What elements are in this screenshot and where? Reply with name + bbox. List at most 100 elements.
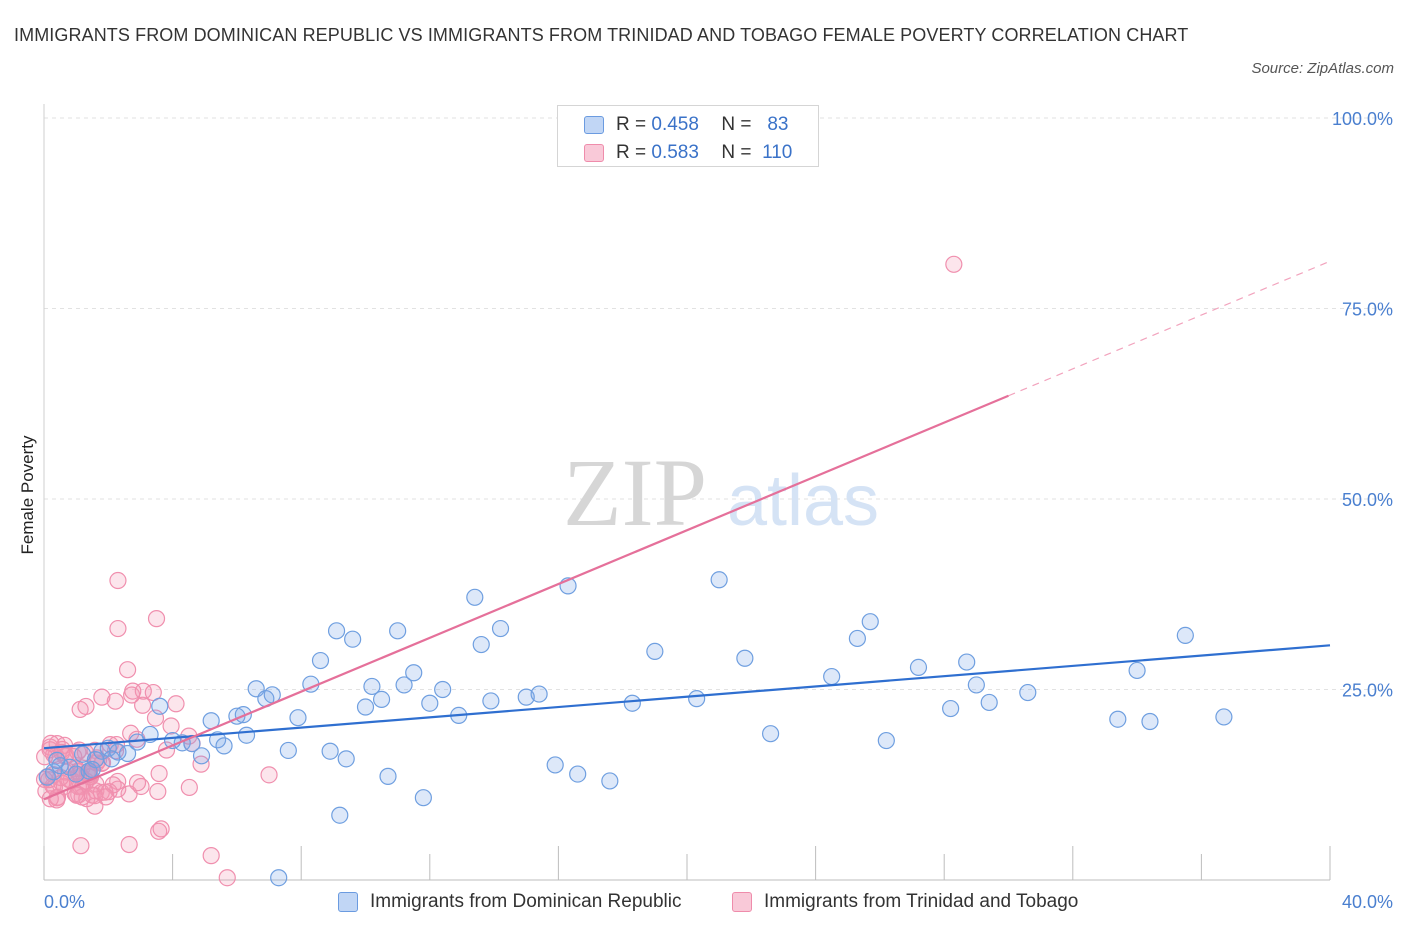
legend-swatch-dominican	[584, 116, 604, 134]
data-point-dominican	[337, 750, 355, 768]
trend-line-trinidad-extension	[1008, 260, 1331, 397]
watermark-atlas: atlas	[727, 461, 879, 541]
data-point-dominican	[83, 760, 101, 779]
data-point-dominican	[209, 731, 227, 749]
data-point-dominican	[67, 765, 85, 783]
bottom-legend-dominican: Immigrants from Dominican Republic	[338, 888, 682, 916]
legend-swatch-trinidad	[584, 144, 604, 162]
data-point-dominican	[909, 658, 928, 677]
data-point-dominican	[1215, 708, 1233, 726]
legend-n-value: 110	[762, 142, 793, 163]
data-point-dominican	[980, 693, 998, 712]
data-point-trinidad	[260, 766, 278, 784]
data-point-dominican	[379, 767, 397, 785]
watermark: ZIP atlas	[563, 439, 879, 546]
data-point-trinidad	[124, 682, 142, 700]
data-point-trinidad	[144, 683, 162, 702]
data-point-dominican	[823, 667, 841, 686]
data-point-dominican	[372, 690, 391, 709]
trend-line-trinidad	[43, 394, 1009, 801]
data-point-dominican	[569, 765, 587, 783]
data-point-trinidad	[202, 847, 220, 865]
data-point-trinidad	[162, 717, 180, 735]
legend-row-trinidad: R = 0.583 N = 110	[584, 140, 792, 166]
data-point-dominican	[736, 649, 754, 667]
data-point-trinidad	[128, 774, 147, 792]
data-point-trinidad	[109, 619, 127, 638]
data-point-trinidad	[120, 835, 138, 854]
data-point-dominican	[73, 745, 92, 763]
data-point-dominican	[530, 685, 548, 703]
data-point-dominican	[688, 690, 706, 708]
data-point-trinidad	[93, 688, 111, 706]
dominican-points	[38, 571, 1233, 887]
data-point-dominican	[646, 642, 664, 661]
data-point-dominican	[331, 806, 349, 824]
data-point-trinidad	[134, 696, 152, 714]
y-tick-label: 75.0%	[1342, 300, 1393, 320]
data-point-trinidad	[152, 820, 170, 838]
data-point-trinidad	[180, 778, 198, 797]
data-point-trinidad	[118, 661, 137, 679]
axes	[43, 104, 1331, 881]
data-point-dominican	[491, 619, 510, 638]
y-tick-label: 100.0%	[1332, 109, 1393, 129]
bottom-legend-label-trinidad: Immigrants from Trinidad and Tobago	[764, 891, 1079, 912]
data-point-dominican	[311, 651, 330, 670]
data-point-dominican	[118, 744, 137, 763]
bottom-legend-trinidad: Immigrants from Trinidad and Tobago	[732, 888, 1078, 916]
data-point-dominican	[623, 694, 641, 712]
data-point-dominican	[215, 737, 233, 755]
data-point-dominican	[434, 680, 452, 699]
legend-n-value: 83	[767, 114, 789, 135]
data-point-dominican	[517, 688, 535, 706]
data-point-dominican	[48, 751, 66, 769]
data-point-dominican	[237, 726, 256, 744]
data-point-trinidad	[150, 764, 168, 783]
data-point-dominican	[967, 676, 985, 694]
data-point-dominican	[1141, 712, 1159, 731]
data-point-dominican	[466, 588, 484, 606]
data-point-dominican	[601, 772, 619, 790]
data-point-trinidad	[945, 255, 963, 273]
bottom-legend-swatch-trinidad	[732, 892, 752, 912]
data-point-dominican	[546, 756, 564, 774]
data-point-dominican	[482, 692, 500, 710]
bottom-legend-label-dominican: Immigrants from Dominican Republic	[370, 891, 682, 912]
legend-row-dominican: R = 0.458 N = 83	[584, 112, 788, 138]
data-point-dominican	[395, 676, 413, 694]
data-point-trinidad	[218, 869, 236, 887]
data-point-dominican	[1019, 683, 1037, 702]
legend-n-label: N =	[721, 114, 752, 135]
data-point-dominican	[761, 725, 780, 743]
data-point-dominican	[192, 747, 211, 765]
data-point-trinidad	[77, 697, 95, 716]
grid-lines	[44, 117, 1392, 690]
data-point-trinidad	[86, 797, 104, 815]
legend-r-label: R =	[616, 114, 647, 135]
stats-legend: R = 0.458 N = 83 R = 0.583 N = 110	[557, 105, 819, 167]
data-point-dominican	[363, 677, 381, 696]
data-point-dominican	[472, 635, 490, 654]
legend-r-label: R =	[616, 142, 647, 163]
data-point-dominican	[270, 869, 288, 887]
data-point-dominican	[877, 731, 895, 750]
data-point-trinidad	[106, 692, 124, 710]
data-point-dominican	[414, 789, 432, 807]
data-point-dominican	[421, 694, 439, 712]
bottom-legend-swatch-dominican	[338, 892, 358, 912]
data-point-dominican	[1176, 626, 1194, 644]
watermark-zip: ZIP	[563, 439, 707, 546]
data-point-dominican	[942, 699, 960, 718]
data-point-dominican	[279, 741, 297, 760]
data-point-dominican	[321, 742, 339, 760]
data-point-trinidad	[147, 610, 166, 628]
legend-r-value: 0.583	[651, 142, 699, 163]
data-point-dominican	[102, 750, 121, 768]
data-point-dominican	[848, 629, 866, 648]
data-point-dominican	[958, 653, 976, 671]
x-tick-label: 40.0%	[1342, 892, 1393, 912]
data-point-dominican	[344, 630, 362, 648]
data-point-dominican	[861, 613, 879, 631]
